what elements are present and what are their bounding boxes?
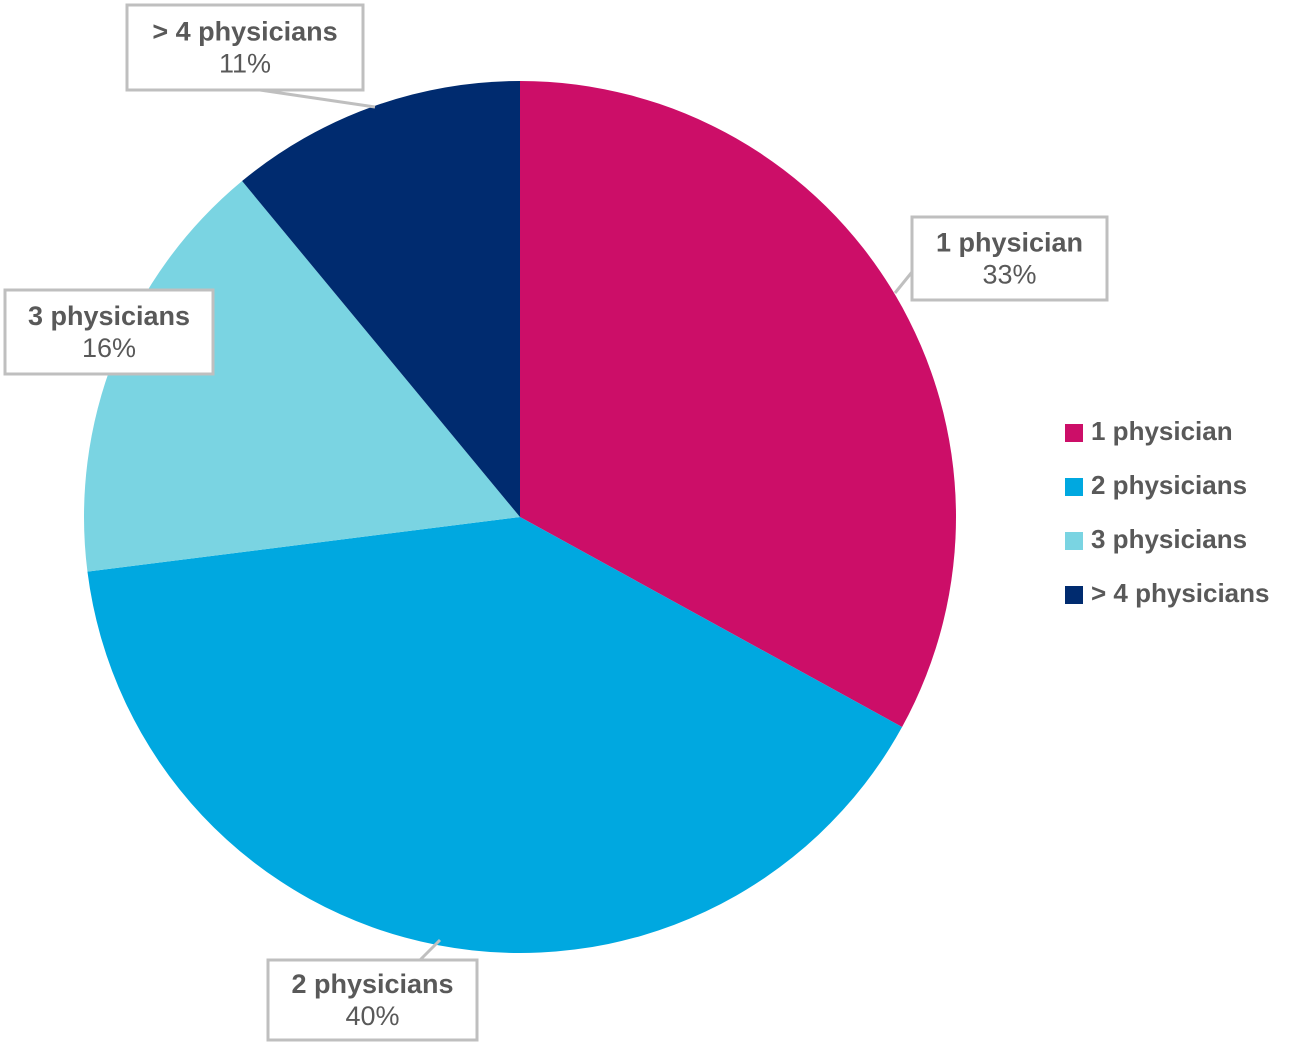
leader-line <box>893 271 914 294</box>
legend-label: 2 physicians <box>1091 470 1247 500</box>
label-box <box>910 215 1109 302</box>
legend-label: 1 physician <box>1091 416 1233 446</box>
label-name: 3 physicians <box>28 301 190 331</box>
legend-swatch <box>1065 478 1083 496</box>
label-name: 2 physicians <box>291 969 453 999</box>
label-box <box>266 958 479 1042</box>
label-box <box>3 288 215 376</box>
label-value: 16% <box>82 333 136 363</box>
pie-slice <box>84 181 521 572</box>
pie-slice <box>242 81 521 517</box>
legend-swatch <box>1065 424 1083 442</box>
legend-swatch <box>1065 532 1083 550</box>
label-value: 33% <box>982 260 1036 290</box>
label-name: 1 physician <box>936 228 1083 258</box>
leader-line <box>418 938 442 962</box>
legend-swatch <box>1065 586 1083 604</box>
label-value: 40% <box>345 1001 399 1031</box>
label-name: > 4 physicians <box>152 17 337 47</box>
legend-label: 3 physicians <box>1091 524 1247 554</box>
legend-label: > 4 physicians <box>1091 578 1269 608</box>
pie-slice <box>520 81 956 728</box>
label-box <box>125 3 365 92</box>
leader-line <box>259 88 376 109</box>
label-value: 11% <box>219 49 271 79</box>
pie-slice <box>87 517 903 953</box>
